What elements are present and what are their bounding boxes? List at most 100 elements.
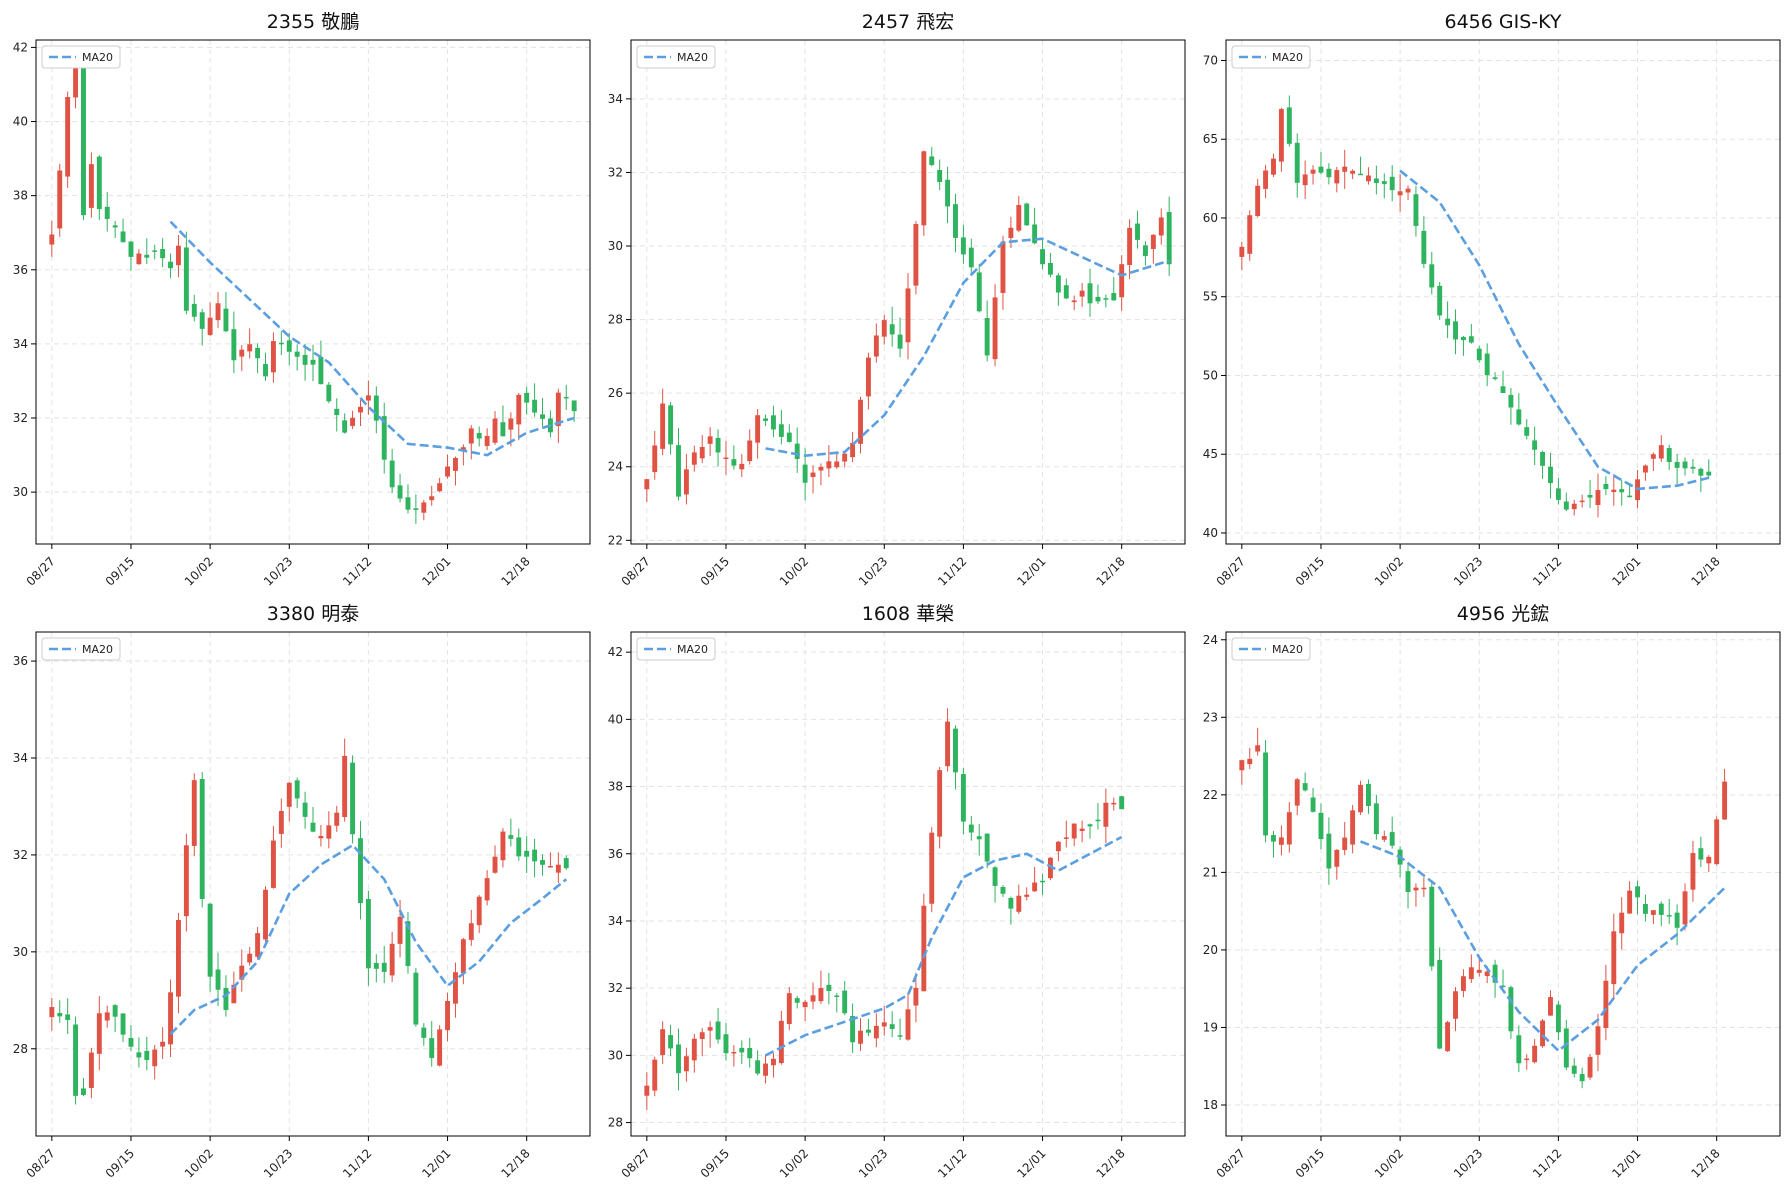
candle-body <box>1024 894 1030 897</box>
candle-body <box>1611 489 1617 493</box>
candle-body <box>326 825 332 839</box>
candle-body <box>1603 483 1609 490</box>
plot-frame <box>1225 631 1781 1137</box>
candle-body <box>1366 175 1371 182</box>
candle-body <box>1103 802 1109 827</box>
x-tick-label: 10/02 <box>1372 1146 1406 1180</box>
legend-label: MA20 <box>677 643 708 656</box>
candle-body <box>555 864 561 873</box>
candle-body <box>913 224 919 286</box>
candle-body <box>1373 803 1379 835</box>
y-tick-label: 22 <box>608 533 623 547</box>
legend-label: MA20 <box>677 51 708 64</box>
candle-body <box>873 1025 879 1039</box>
candle-body <box>88 1052 94 1088</box>
candle-body <box>381 962 387 972</box>
candle-body <box>1508 394 1514 408</box>
candle-body <box>1271 158 1276 175</box>
candle-body <box>1255 745 1261 752</box>
legend-box <box>1231 637 1311 661</box>
candle-body <box>239 965 245 980</box>
candle-body <box>968 824 974 833</box>
candle-body <box>834 461 840 468</box>
candle-body <box>413 972 419 1025</box>
candle-body <box>1627 890 1633 914</box>
candle-body <box>57 170 63 229</box>
candle-body <box>763 1063 768 1076</box>
candle-body <box>1008 897 1014 909</box>
candle-body <box>1055 841 1061 852</box>
candle-body <box>199 779 205 899</box>
candle-body <box>168 992 173 1045</box>
candle-body <box>1579 1074 1585 1082</box>
candle-body <box>660 403 666 449</box>
candle-body <box>112 1005 118 1017</box>
x-tick-label: 10/23 <box>261 1146 295 1180</box>
candle-body <box>437 483 443 492</box>
candle-body <box>88 164 94 208</box>
x-tick-label: 12/18 <box>1688 1146 1722 1180</box>
candle-body <box>183 845 189 917</box>
candle-body <box>1095 819 1101 822</box>
x-tick-label: 11/12 <box>340 554 374 588</box>
candle-body <box>1619 489 1625 493</box>
x-tick-label: 09/15 <box>698 1146 732 1180</box>
candle-body <box>524 392 530 403</box>
candle-body <box>1643 904 1648 914</box>
candle-body <box>136 1052 142 1058</box>
candle-body <box>532 849 538 862</box>
candle-body <box>644 479 650 490</box>
candle-body <box>49 234 55 245</box>
legend-label: MA20 <box>82 51 113 64</box>
candle-body <box>873 335 879 357</box>
candle-body <box>818 987 824 1002</box>
candle-body <box>231 984 237 1004</box>
stock-panel-3: 6456 GIS-KY 40 45 50 55 60 65 70 08/27 09/15 10/02… <box>1203 11 1781 589</box>
candle-body <box>49 1007 55 1018</box>
plot-frame <box>630 631 1186 1137</box>
y-tick-label: 32 <box>13 411 28 425</box>
candle-body <box>1278 109 1284 162</box>
legend: MA20 <box>41 45 121 69</box>
candle-body <box>1453 991 1458 1019</box>
x-tick-label: 10/23 <box>856 554 890 588</box>
candle-body <box>929 832 935 904</box>
candle-body <box>1350 810 1356 845</box>
candle-body <box>786 993 792 1025</box>
candle-body <box>1429 886 1435 967</box>
candle-body <box>152 1049 158 1067</box>
candle-body <box>453 972 458 1004</box>
candle-body <box>652 1059 658 1091</box>
x-tick-label: 12/01 <box>1014 1146 1048 1180</box>
candle-body <box>405 921 411 967</box>
candle-body <box>1548 997 1553 1016</box>
y-tick-label: 20 <box>1203 943 1218 957</box>
candle-body <box>960 237 966 255</box>
candle-body <box>1142 245 1148 256</box>
y-tick-label: 42 <box>13 40 28 54</box>
candle-body <box>1635 886 1640 898</box>
candle-body <box>1016 895 1022 912</box>
candle-body <box>286 340 292 352</box>
candle-body <box>1032 882 1038 892</box>
candle-body <box>1706 856 1712 864</box>
candle-body <box>850 442 856 458</box>
candle-body <box>1079 828 1085 832</box>
x-tick-label: 11/12 <box>935 1146 969 1180</box>
candle-body <box>1103 298 1109 300</box>
candle-body <box>1095 296 1101 302</box>
candle-body <box>1603 980 1609 1029</box>
candle-body <box>223 308 229 332</box>
stock-panel-1: 2355 敬鵬 30 32 34 36 38 40 42 08/27 09/15 10/02 10/2… <box>13 11 591 589</box>
candle-body <box>842 990 848 1014</box>
candle-body <box>1071 823 1077 839</box>
legend-label: MA20 <box>1272 51 1303 64</box>
candle-body <box>453 457 458 471</box>
candle-body <box>945 721 951 767</box>
y-tick-label: 65 <box>1203 132 1218 146</box>
stock-panel-4: 3380 明泰 28 30 32 34 36 08/27 09/15 10/02 10/23 11/… <box>13 603 591 1181</box>
candle-body <box>547 865 553 868</box>
candle-body <box>73 67 79 98</box>
candle-body <box>992 867 998 886</box>
candle-body <box>1294 779 1300 806</box>
